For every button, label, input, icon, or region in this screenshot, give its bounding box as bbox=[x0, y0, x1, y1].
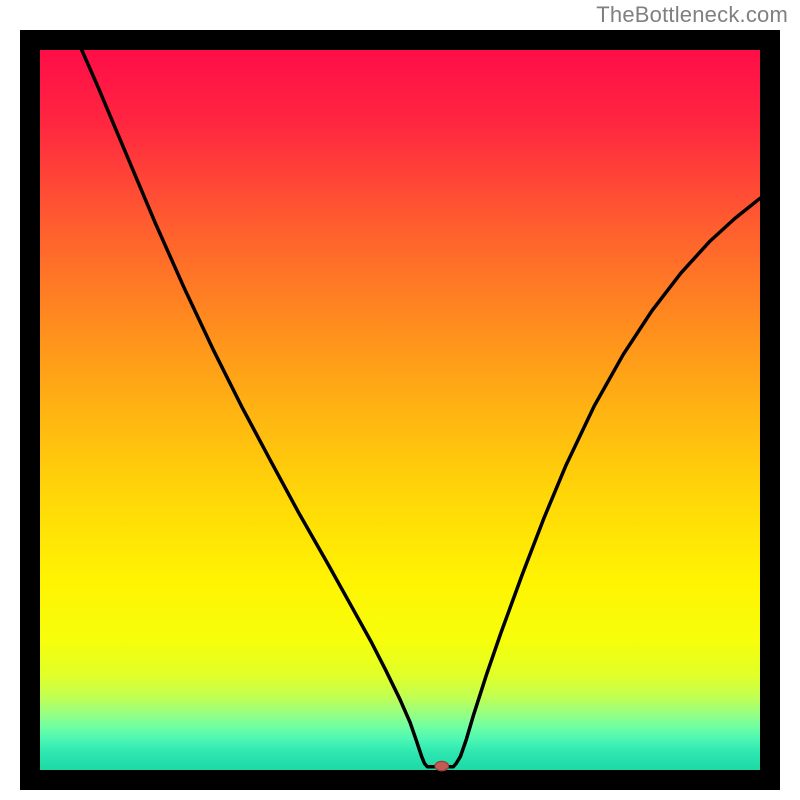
bottleneck-marker bbox=[0, 0, 800, 800]
bottleneck-marker-ellipse bbox=[435, 761, 449, 770]
watermark-text: TheBottleneck.com bbox=[596, 2, 788, 28]
